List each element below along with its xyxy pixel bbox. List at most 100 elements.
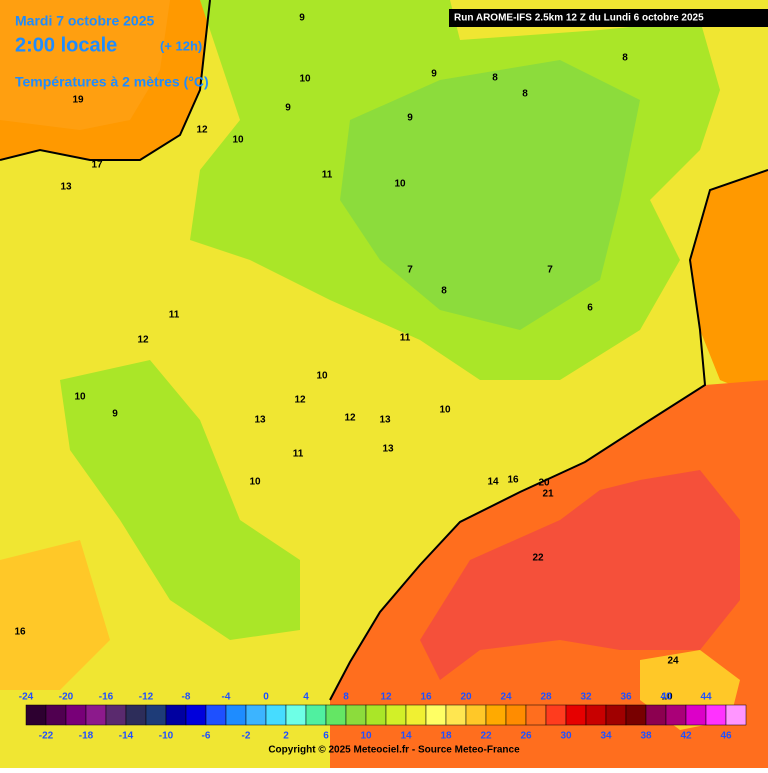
legend-tick-top: 0 <box>263 692 269 703</box>
legend-tick-top: -16 <box>99 692 114 703</box>
color-box <box>165 704 187 726</box>
warm-southwest <box>0 540 110 690</box>
color-box <box>65 704 87 726</box>
legend-tick-top: 36 <box>620 692 632 703</box>
contour-label: 11 <box>400 333 411 344</box>
legend-tick-bottom: -10 <box>159 731 174 742</box>
color-box <box>585 704 607 726</box>
color-box <box>205 704 227 726</box>
sea-east <box>690 170 768 400</box>
legend-tick-top: 44 <box>700 692 712 703</box>
color-box <box>345 704 367 726</box>
contour-label: 10 <box>232 135 244 146</box>
contour-label: 16 <box>507 475 519 486</box>
contour-label: 9 <box>407 113 413 124</box>
contour-labels: 9 8 8 9 10 9 12 10 11 17 19 13 10 8 9 8 7 6 7 11 12 10 11 14 16 1… <box>14 13 679 703</box>
legend-tick-bottom: 10 <box>360 731 372 742</box>
contour-label: 8 <box>441 286 447 297</box>
color-box <box>685 704 707 726</box>
color-box <box>325 704 347 726</box>
contour-label: 13 <box>254 415 266 426</box>
legend-tick-top: 16 <box>420 692 432 703</box>
color-box <box>305 704 327 726</box>
contour-label: 10 <box>316 371 328 382</box>
time: 2:00 locale <box>15 34 117 56</box>
color-box <box>25 704 47 726</box>
contour-label: 10 <box>394 179 406 190</box>
contour-label: 7 <box>407 265 413 276</box>
legend-tick-bottom: -2 <box>242 731 251 742</box>
legend-tick-bottom: 14 <box>400 731 412 742</box>
color-box <box>385 704 407 726</box>
legend-tick-bottom: -6 <box>202 731 211 742</box>
color-box <box>145 704 167 726</box>
color-box <box>525 704 547 726</box>
color-box <box>85 704 107 726</box>
legend-tick-bottom: 30 <box>560 731 572 742</box>
color-box <box>425 704 447 726</box>
contour-label: 8 <box>492 73 498 84</box>
contour-label: 10 <box>661 692 673 703</box>
legend-tick-top: 20 <box>460 692 472 703</box>
contour-label: 7 <box>547 265 553 276</box>
run-banner <box>449 9 768 27</box>
legend-tick-bottom: 42 <box>680 731 692 742</box>
contour-label: 13 <box>382 444 394 455</box>
field-title: Températures à 2 mètres (°C) <box>15 74 209 90</box>
offset: (+ 12h) <box>160 38 202 53</box>
color-box <box>245 704 267 726</box>
date: Mardi 7 octobre 2025 <box>15 13 154 29</box>
contour-label: 19 <box>72 95 84 106</box>
legend-tick-top: -8 <box>182 692 191 703</box>
color-box <box>505 704 527 726</box>
legend-tick-top: -20 <box>59 692 74 703</box>
contour-label: 13 <box>379 415 391 426</box>
contour-label: 17 <box>91 160 103 171</box>
color-box <box>565 704 587 726</box>
color-box <box>225 704 247 726</box>
contour-label: 14 <box>487 477 499 488</box>
contour-label: 20 <box>538 478 550 489</box>
contour-label: 12 <box>137 335 149 346</box>
legend-tick-bottom: -14 <box>119 731 134 742</box>
legend-tick-top: -12 <box>139 692 154 703</box>
legend-tick-top: 32 <box>580 692 592 703</box>
contour-label: 11 <box>293 449 304 460</box>
color-box <box>105 704 127 726</box>
legend-tick-top: 24 <box>500 692 512 703</box>
contour-label: 12 <box>344 413 356 424</box>
legend-tick-top: -4 <box>222 692 231 703</box>
legend-tick-top: 12 <box>380 692 392 703</box>
color-box <box>365 704 387 726</box>
legend-tick-top: 8 <box>343 692 349 703</box>
contour-label: 9 <box>112 409 118 420</box>
color-box <box>185 704 207 726</box>
contour-label: 9 <box>285 103 291 114</box>
legend-tick-bottom: 26 <box>520 731 532 742</box>
color-box <box>445 704 467 726</box>
color-box <box>625 704 647 726</box>
green-core <box>340 60 640 330</box>
contour-label: 21 <box>542 489 554 500</box>
contour-label: 10 <box>249 477 261 488</box>
contour-label: 10 <box>74 392 86 403</box>
contour-label: 10 <box>439 405 451 416</box>
contour-label: 11 <box>322 170 333 181</box>
legend-tick-top: 40 <box>660 692 672 703</box>
legend-tick-bottom: 46 <box>720 731 732 742</box>
coastline-east <box>329 169 768 701</box>
contour-label: 8 <box>622 53 628 64</box>
legend-tick-bottom: -22 <box>39 731 54 742</box>
legend: -24 -20 -16 -12 -8 -4 0 4 8 12 16 20 24 28 32 36 40 44-22… <box>19 692 747 742</box>
color-box <box>705 704 727 726</box>
legend-tick-bottom: 18 <box>440 731 452 742</box>
contour-label: 16 <box>14 627 26 638</box>
run-info: Run AROME-IFS 2.5km 12 Z du Lundi 6 octo… <box>454 13 704 24</box>
legend-tick-top: 28 <box>540 692 552 703</box>
color-box <box>125 704 147 726</box>
legend-tick-top: 4 <box>303 692 309 703</box>
contour-label: 12 <box>196 125 208 136</box>
contour-label: 8 <box>522 89 528 100</box>
